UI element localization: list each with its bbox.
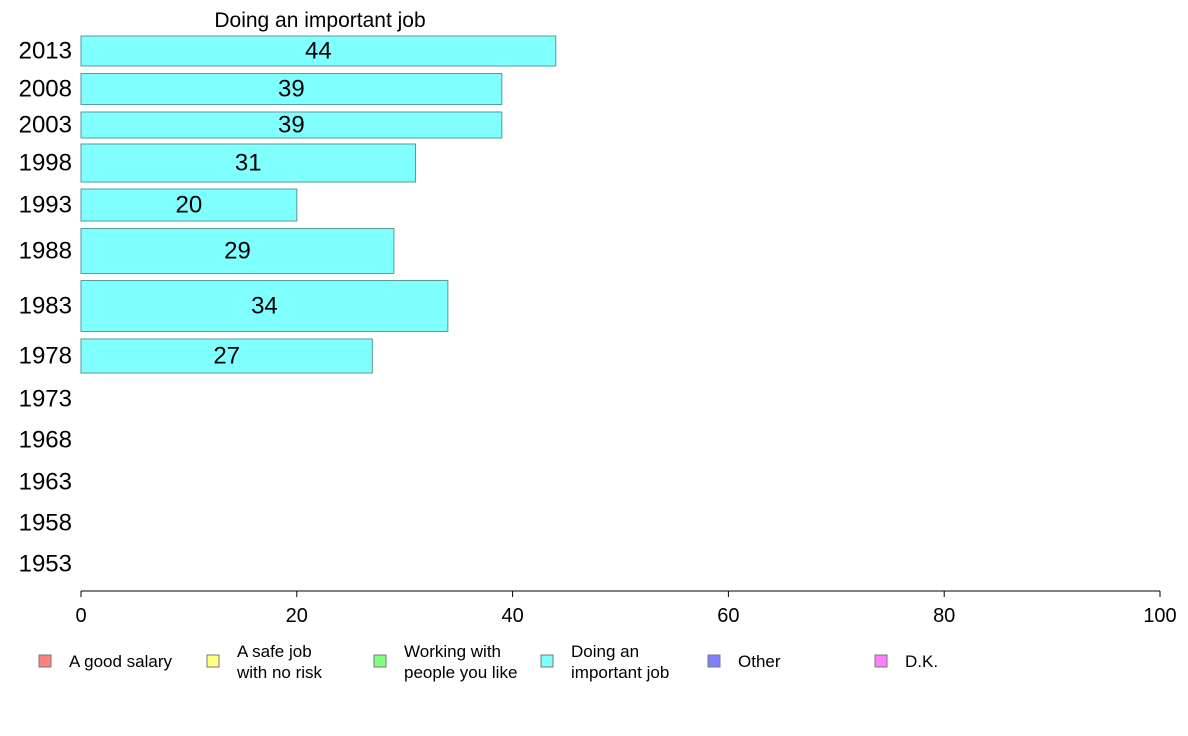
year-label-1998: 1998 <box>19 150 72 177</box>
legend-swatch-5 <box>874 654 888 668</box>
bar-1998 <box>80 143 416 183</box>
year-label-1958: 1958 <box>19 510 72 537</box>
legend: A good salary A safe job with no risk Worki… <box>38 642 938 682</box>
bar-1988 <box>80 228 395 274</box>
legend-label-2-1: people you like <box>404 663 517 682</box>
chart-title: Doing an important job <box>214 9 425 32</box>
legend-swatch-2 <box>373 654 387 668</box>
x-tick-label-20: 20 <box>286 605 308 627</box>
year-label-1953: 1953 <box>19 551 72 578</box>
legend-label-4-0: Other <box>738 652 781 671</box>
bar-1978 <box>80 338 373 374</box>
value-label-1998: 31 <box>235 150 262 177</box>
bar-2008 <box>80 73 503 105</box>
value-label-1993: 20 <box>176 192 203 219</box>
value-label-2013: 44 <box>305 38 332 65</box>
year-label-1963: 1963 <box>19 469 72 496</box>
legend-label-3-1: important job <box>571 663 669 682</box>
legend-swatch-0 <box>38 654 52 668</box>
year-label-1988: 1988 <box>19 238 72 265</box>
year-label-1973: 1973 <box>19 386 72 413</box>
year-label-2013: 2013 <box>19 38 72 65</box>
legend-label-2-0: Working with <box>404 642 501 661</box>
legend-label-1-0: A safe job <box>237 642 312 661</box>
x-axis: 0 20 40 60 80 100 <box>75 590 1177 627</box>
year-label-1993: 1993 <box>19 192 72 219</box>
bars <box>80 35 557 374</box>
legend-label-3-0: Doing an <box>571 642 639 661</box>
value-label-1978: 27 <box>213 343 240 370</box>
x-tick-label-40: 40 <box>501 605 523 627</box>
value-label-1988: 29 <box>224 238 251 265</box>
bar-2003 <box>80 111 503 139</box>
value-label-1983: 34 <box>251 293 278 320</box>
year-label-1978: 1978 <box>19 343 72 370</box>
year-label-1983: 1983 <box>19 293 72 320</box>
legend-swatch-3 <box>540 654 554 668</box>
legend-swatch-4 <box>707 654 721 668</box>
year-labels: 2013 2008 2003 1998 1993 1988 1983 1978 1973 1968… <box>19 38 72 578</box>
legend-swatch-1 <box>206 654 220 668</box>
x-tick-label-60: 60 <box>717 605 739 627</box>
legend-label-1-1: with no risk <box>236 663 323 682</box>
year-label-2008: 2008 <box>19 76 72 103</box>
value-label-2008: 39 <box>278 76 305 103</box>
bar-1993 <box>80 188 298 222</box>
legend-label-0-0: A good salary <box>69 652 173 671</box>
x-tick-label-100: 100 <box>1143 605 1176 627</box>
value-label-2003: 39 <box>278 112 305 139</box>
bar-1983 <box>80 280 449 332</box>
x-tick-label-80: 80 <box>933 605 955 627</box>
bar-2013 <box>80 35 557 67</box>
year-label-2003: 2003 <box>19 112 72 139</box>
legend-label-5-0: D.K. <box>905 652 938 671</box>
x-tick-label-0: 0 <box>75 605 86 627</box>
year-label-1968: 1968 <box>19 427 72 454</box>
